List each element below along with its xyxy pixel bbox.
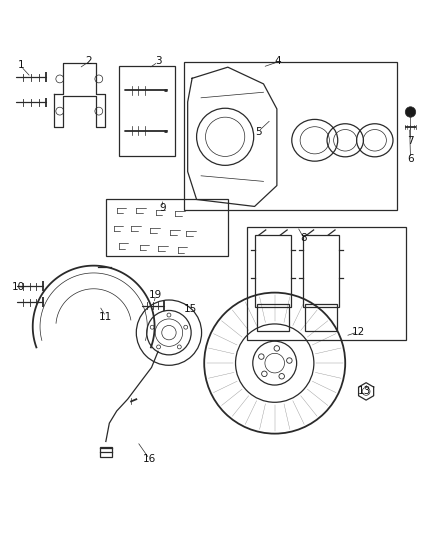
Text: 1: 1	[18, 60, 24, 70]
Text: 2: 2	[85, 56, 92, 66]
Text: 8: 8	[300, 233, 307, 243]
Text: 4: 4	[275, 56, 281, 66]
Bar	[255, 235, 291, 307]
Text: 15: 15	[184, 304, 198, 314]
Bar	[184, 62, 397, 210]
Text: 6: 6	[407, 154, 414, 164]
Bar	[106, 199, 228, 256]
Bar	[303, 235, 339, 307]
Bar	[305, 304, 336, 331]
Bar	[100, 447, 112, 457]
Text: 16: 16	[143, 454, 156, 464]
Text: 3: 3	[155, 56, 161, 66]
Circle shape	[405, 107, 416, 117]
Text: 5: 5	[255, 126, 261, 136]
Text: 10: 10	[11, 282, 25, 293]
Bar	[247, 228, 406, 341]
Text: 19: 19	[149, 290, 162, 300]
Text: 9: 9	[159, 203, 166, 213]
Bar	[257, 304, 289, 331]
Text: 7: 7	[407, 136, 414, 146]
Text: 12: 12	[352, 327, 365, 337]
Text: 13: 13	[358, 386, 371, 397]
Text: 11: 11	[99, 312, 113, 321]
Bar	[119, 66, 176, 156]
